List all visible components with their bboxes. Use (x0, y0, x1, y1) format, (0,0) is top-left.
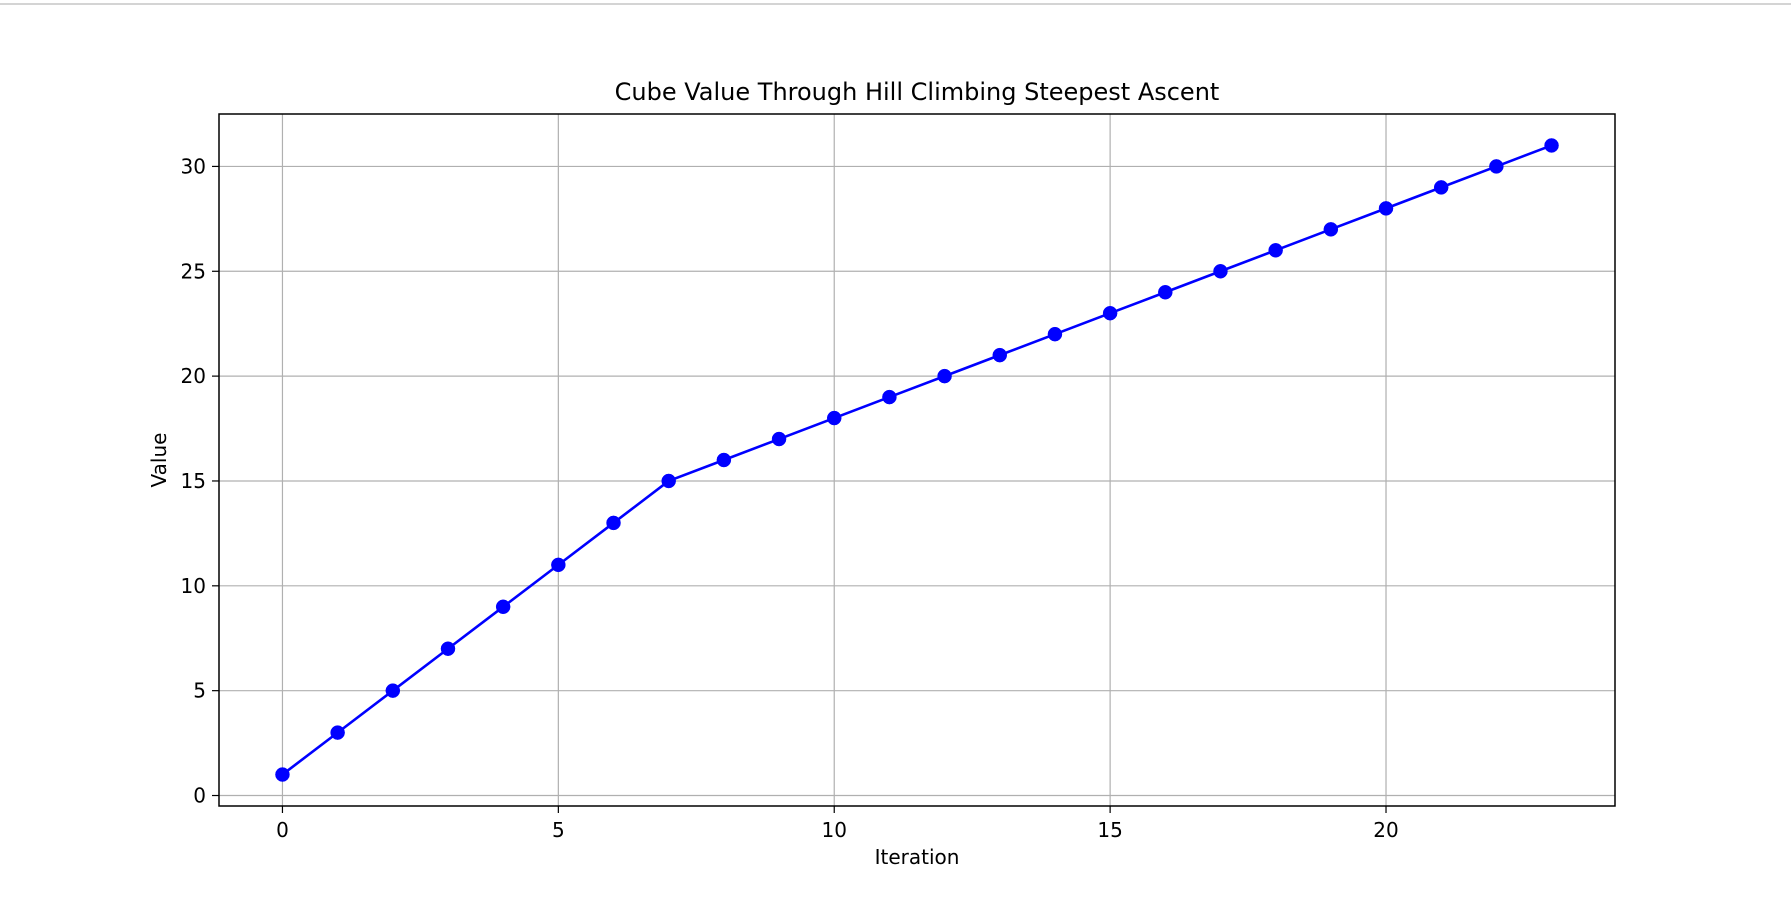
y-tick-label: 5 (193, 679, 206, 703)
data-point (1378, 201, 1394, 216)
y-axis-label: Value (147, 433, 171, 488)
grid-lines (219, 114, 1615, 806)
data-point (882, 389, 897, 405)
data-point (992, 347, 1008, 363)
data-point (826, 410, 842, 426)
data-point (1268, 243, 1283, 258)
data-point (385, 683, 401, 698)
x-tick-label: 5 (552, 818, 565, 842)
data-point (716, 452, 732, 468)
data-point (1158, 284, 1173, 300)
plot-area-frame (218, 113, 1616, 807)
y-tick-label: 30 (181, 154, 206, 178)
y-tick-label: 20 (181, 364, 206, 388)
series-line (281, 144, 1553, 776)
data-point (1213, 264, 1228, 279)
data-point (1544, 138, 1559, 153)
data-point (771, 431, 787, 447)
series-layer (275, 138, 1559, 782)
y-tick-label: 0 (193, 784, 206, 808)
data-point (1102, 305, 1118, 321)
x-tick-label: 20 (1373, 818, 1398, 842)
data-point (661, 473, 676, 489)
x-tick-label: 15 (1097, 818, 1122, 842)
y-tick-label: 15 (181, 469, 206, 493)
x-tick-label: 0 (276, 818, 289, 842)
chart-title: Cube Value Through Hill Climbing Steepes… (615, 78, 1220, 106)
data-point (937, 368, 952, 384)
data-point (1323, 222, 1339, 237)
axis-ticks: 0 5 10 15 20 0 5 10 15 20 25 30 (181, 154, 1399, 842)
data-point (606, 515, 621, 531)
y-tick-label: 25 (181, 259, 206, 283)
data-point (1047, 326, 1063, 342)
data-point (495, 599, 511, 615)
x-tick-label: 10 (822, 818, 847, 842)
data-point (1489, 159, 1504, 174)
data-point (330, 725, 345, 740)
y-tick-label: 10 (181, 574, 206, 598)
data-point (1433, 180, 1449, 195)
data-point (551, 557, 566, 573)
data-point (275, 767, 290, 782)
data-point (440, 641, 456, 656)
x-axis-label: Iteration (875, 845, 960, 869)
window-top-border (0, 0, 1791, 5)
